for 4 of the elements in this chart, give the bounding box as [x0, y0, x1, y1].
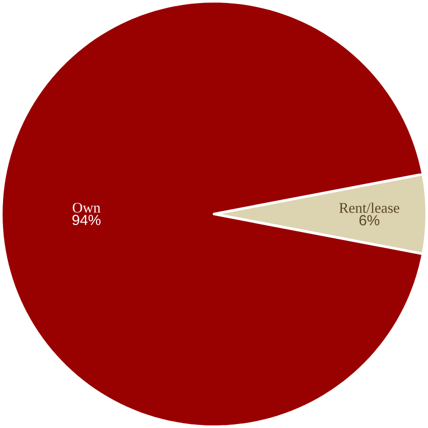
data-label: 94%: [72, 214, 100, 226]
slice-label: Rent/lease: [339, 202, 400, 213]
data-label: 6%: [359, 215, 380, 226]
slice-label: Own: [72, 202, 100, 213]
